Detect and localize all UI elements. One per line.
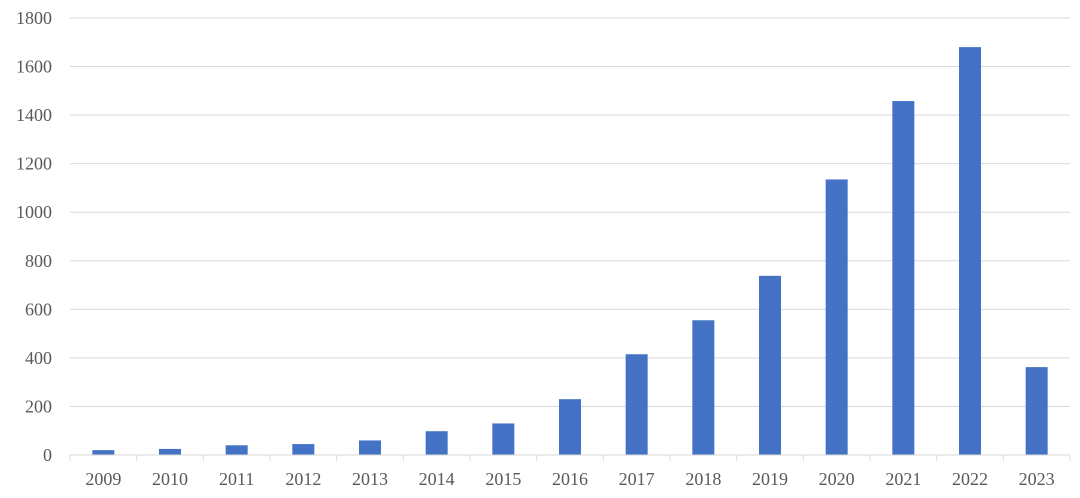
x-tick-label: 2015 [485,469,521,489]
bar-2020 [825,179,848,456]
x-tick-label: 2009 [85,469,121,489]
bar-2012 [292,444,315,455]
bar-2018 [692,320,715,455]
x-tick-label: 2010 [152,469,188,489]
y-tick-label: 1400 [16,105,52,125]
y-tick-label: 400 [25,348,52,368]
y-tick-label: 1800 [16,8,52,28]
gridlines [70,17,1070,407]
y-tick-label: 1000 [16,202,52,222]
bar-2013 [359,440,381,455]
x-tick-label: 2014 [419,469,455,489]
bar-2023 [1025,367,1048,455]
bars [92,47,1048,456]
bar-2021 [892,101,915,455]
x-tick-label: 2017 [619,469,655,489]
bar-2010 [159,448,181,455]
x-tick-label: 2023 [1019,469,1055,489]
bar-2022 [959,47,981,456]
bar-2015 [492,423,515,455]
y-tick-label: 200 [25,396,52,416]
bar-2011 [225,445,248,455]
x-tick-label: 2022 [952,469,988,489]
x-tick-label: 2021 [885,469,921,489]
bar-2017 [625,354,648,455]
y-tick-label: 1600 [16,57,52,77]
x-axis [69,454,1071,461]
y-tick-label: 800 [25,251,52,271]
y-tick-label: 1200 [16,154,52,174]
x-tick-label: 2019 [752,469,788,489]
bar-2009 [92,450,115,455]
x-tick-labels: 2009 2010 2011 2012 2013 2014 2015 2016 2017 2018… [85,469,1054,489]
x-tick-label: 2020 [819,469,855,489]
x-tick-label: 2016 [552,469,588,489]
x-tick-label: 2013 [352,469,388,489]
y-tick-label: 600 [25,299,52,319]
x-tick-label: 2011 [219,469,254,489]
bar-2016 [559,399,581,455]
x-tick-label: 2018 [685,469,721,489]
x-tick-label: 2012 [285,469,321,489]
y-tick-labels: 0 200 400 600 800 1000 1200 1400 1600 1800 [16,8,52,465]
y-tick-label: 0 [43,445,52,465]
bar-2019 [759,275,781,455]
bar-2014 [425,431,448,455]
